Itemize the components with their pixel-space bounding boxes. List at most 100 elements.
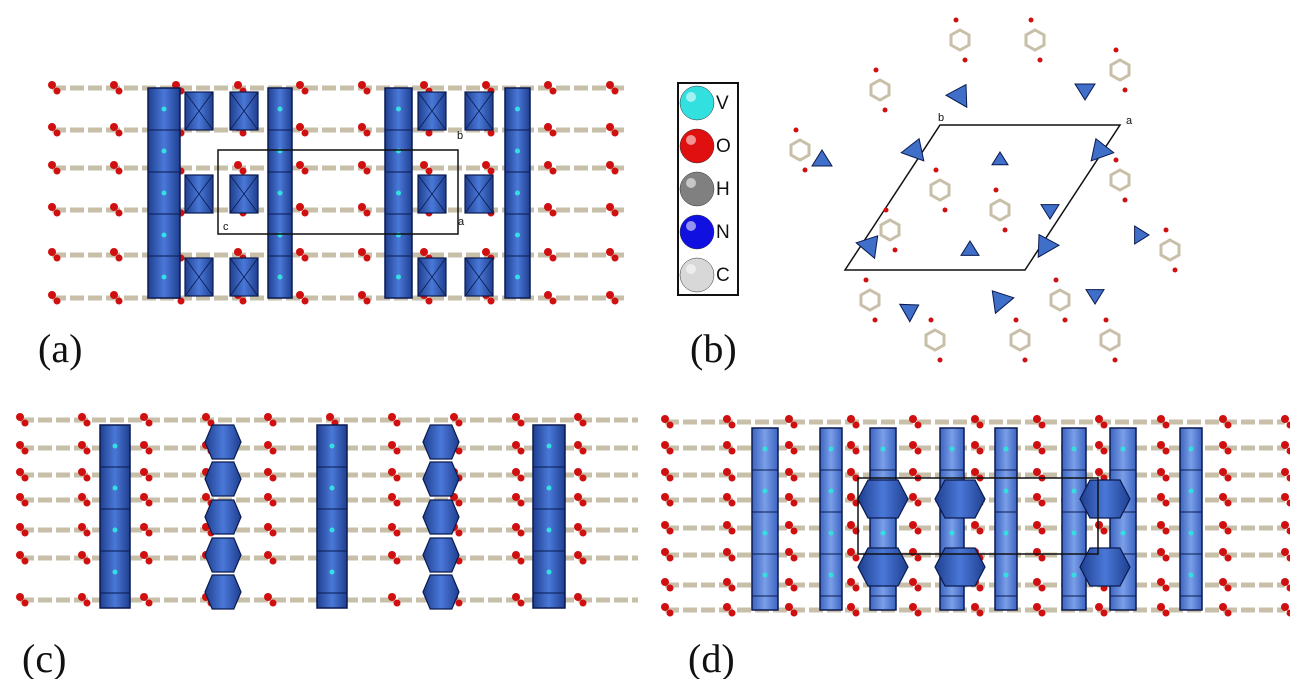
unit-cell [857, 477, 1099, 555]
oxygen-atom [611, 167, 619, 175]
panel-label: (c) [22, 636, 66, 679]
oxygen-atom [661, 521, 669, 529]
oxygen-atom [487, 167, 495, 175]
polyhedron [900, 137, 925, 162]
oxygen-atom [48, 203, 56, 211]
oxygen-atom [914, 584, 922, 592]
oxygen-atom [21, 499, 29, 507]
vanadium-center [515, 106, 520, 112]
oxygen-atom [1219, 468, 1227, 476]
oxygen-atom [666, 474, 674, 482]
oxygen-atom [455, 499, 463, 507]
oxygen-atom [847, 493, 855, 501]
oxygen-atom [393, 557, 401, 565]
oxygen-atom [202, 493, 210, 501]
oxygen-atom [785, 603, 793, 611]
oxygen-atom [971, 603, 979, 611]
polyhedron [944, 83, 968, 109]
polyhedron [1134, 225, 1150, 245]
polyhedron [422, 461, 460, 497]
oxygen-atom [802, 167, 808, 173]
oxygen-atom [21, 557, 29, 565]
oxygen-atom [393, 474, 401, 482]
oxygen-atom [993, 187, 999, 193]
oxygen-atom [363, 297, 371, 305]
oxygen-atom [1281, 603, 1289, 611]
oxygen-atom [202, 413, 210, 421]
oxygen-atom [1013, 317, 1019, 323]
polyhedron-edge [417, 257, 447, 297]
oxygen-atom [53, 129, 61, 137]
oxygen-atom [512, 441, 520, 449]
oxygen-atom [482, 81, 490, 89]
oxygen-atom [1022, 357, 1028, 363]
oxygen-atom [1038, 447, 1046, 455]
vanadium-center [161, 274, 167, 280]
oxygen-atom [1157, 603, 1165, 611]
polyhedron [857, 547, 909, 587]
oxygen-atom [239, 297, 247, 305]
oxygen-atom [723, 441, 731, 449]
oxygen-atom [785, 468, 793, 476]
panel-label: (d) [688, 636, 735, 679]
oxygen-atom [78, 493, 86, 501]
oxygen-atom [16, 468, 24, 476]
polyhedron [1074, 83, 1096, 101]
oxygen-atom [1122, 197, 1128, 203]
legend: V O H N C [679, 85, 731, 293]
legend-label: N [716, 222, 730, 243]
oxygen-atom [363, 254, 371, 262]
oxygen-atom [914, 609, 922, 617]
polyhedron-edge [464, 257, 494, 297]
vanadium-center [1188, 446, 1194, 452]
oxygen-atom [115, 254, 123, 262]
oxygen-atom [847, 468, 855, 476]
vanadium-center [762, 530, 768, 536]
vanadium-center [277, 106, 283, 112]
vanadium-center [1071, 488, 1077, 494]
oxygen-atom [1038, 499, 1046, 507]
oxygen-atom [48, 248, 56, 256]
oxygen-atom [388, 593, 396, 601]
oxygen-atom [1162, 584, 1170, 592]
benzene-ring [1009, 328, 1031, 352]
oxygen-atom [661, 548, 669, 556]
oxygen-atom [847, 603, 855, 611]
polyhedron [204, 461, 242, 497]
polyhedron-column [819, 427, 843, 611]
oxygen-atom [140, 441, 148, 449]
oxygen-atom [48, 81, 56, 89]
oxygen-atom [234, 248, 242, 256]
oxygen-atom [549, 297, 557, 305]
oxygen-atom [666, 554, 674, 562]
oxygen-atom [16, 523, 24, 531]
oxygen-atom [1033, 441, 1041, 449]
oxygen-atom [544, 161, 552, 169]
oxygen-atom [145, 599, 153, 607]
polyhedron-edge [417, 174, 447, 214]
oxygen-atom [790, 609, 798, 617]
oxygen-atom [933, 167, 939, 173]
oxygen-atom [264, 523, 272, 531]
oxygen-atom [937, 357, 943, 363]
vanadium-center [880, 446, 886, 452]
oxygen-atom [363, 129, 371, 137]
oxygen-atom [517, 557, 525, 565]
oxygen-atom [611, 87, 619, 95]
vanadium-center [1071, 446, 1077, 452]
polyhedron [991, 290, 1015, 315]
oxygen-atom [1095, 521, 1103, 529]
oxygen-atom [21, 599, 29, 607]
oxygen-atom [16, 593, 24, 601]
oxygen-atom [301, 254, 309, 262]
legend-label: O [716, 136, 731, 157]
oxygen-atom [1157, 415, 1165, 423]
oxygen-atom [517, 599, 525, 607]
oxygen-atom [790, 447, 798, 455]
oxygen-atom [847, 521, 855, 529]
vanadium-center [762, 488, 768, 494]
polyhedron-edge [229, 257, 259, 297]
vanadium-center [161, 106, 167, 112]
oxygen-atom [358, 123, 366, 131]
oxygen-atom [145, 447, 153, 455]
